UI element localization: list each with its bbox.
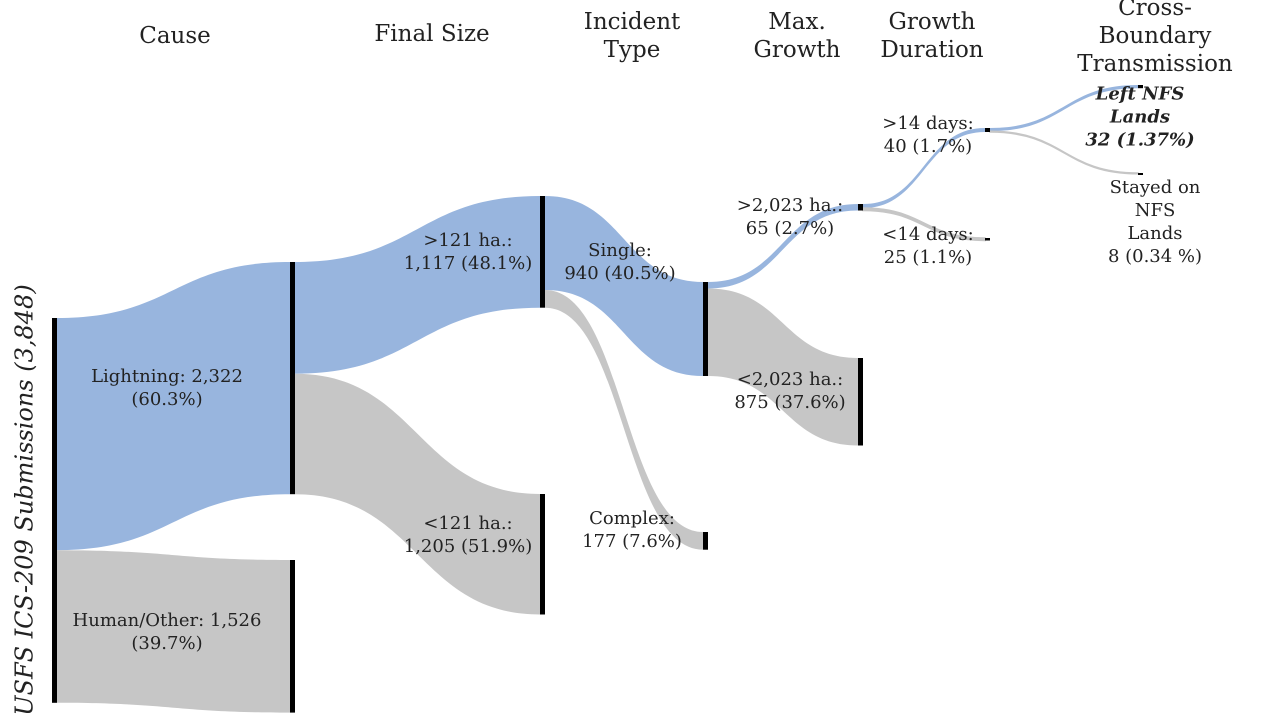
flow [295, 196, 540, 374]
node-bar [52, 318, 57, 703]
node-bar [290, 560, 295, 713]
flow [990, 85, 1138, 132]
node-bar [858, 358, 863, 446]
node-label: <2,023 ha.: 875 (37.6%) [734, 369, 846, 413]
node-bar [985, 128, 990, 132]
flow [708, 288, 858, 446]
flow [295, 373, 540, 615]
node-label: Lightning: 2,322 (60.3%) [91, 366, 243, 410]
flow [708, 204, 858, 289]
node-bar [858, 204, 863, 211]
node-bar [1138, 85, 1143, 89]
column-header: Cause [139, 23, 211, 49]
node-bar [985, 238, 990, 241]
node-bar [290, 262, 295, 495]
node-label: USFS ICS-209 Submissions (3,848) [10, 284, 39, 716]
node-bar [703, 532, 708, 550]
node-label: <121 ha.: 1,205 (51.9%) [403, 513, 533, 557]
node-label: Human/Other: 1,526 (39.7%) [72, 610, 262, 654]
flow [863, 128, 985, 208]
node-label: Single: 940 (40.5%) [564, 240, 676, 284]
node-label: >121 ha.: 1,117 (48.1%) [403, 230, 533, 274]
column-header: Max. Growth [753, 9, 841, 63]
node-label: <14 days: 25 (1.1%) [882, 224, 974, 268]
column-header: Growth Duration [880, 9, 984, 63]
flow [545, 290, 703, 550]
column-header: Cross-Boundary Transmission [1077, 0, 1233, 77]
node-label: >2,023 ha.: 65 (2.7%) [736, 195, 844, 239]
flow [57, 550, 290, 713]
node-bar [540, 196, 545, 308]
node-label: Complex: 177 (7.6%) [582, 508, 682, 552]
node-bar [540, 494, 545, 615]
node-bar [703, 282, 708, 376]
node-bar [1138, 173, 1143, 175]
flow [545, 196, 703, 376]
node-label: Left NFS Lands 32 (1.37%) [1085, 83, 1195, 151]
node-label: >14 days: 40 (1.7%) [882, 113, 974, 157]
node-label: Stayed on NFS Lands 8 (0.34 %) [1107, 177, 1203, 267]
column-header: Final Size [374, 21, 490, 47]
flow [57, 262, 290, 551]
column-header: Incident Type [583, 9, 681, 63]
